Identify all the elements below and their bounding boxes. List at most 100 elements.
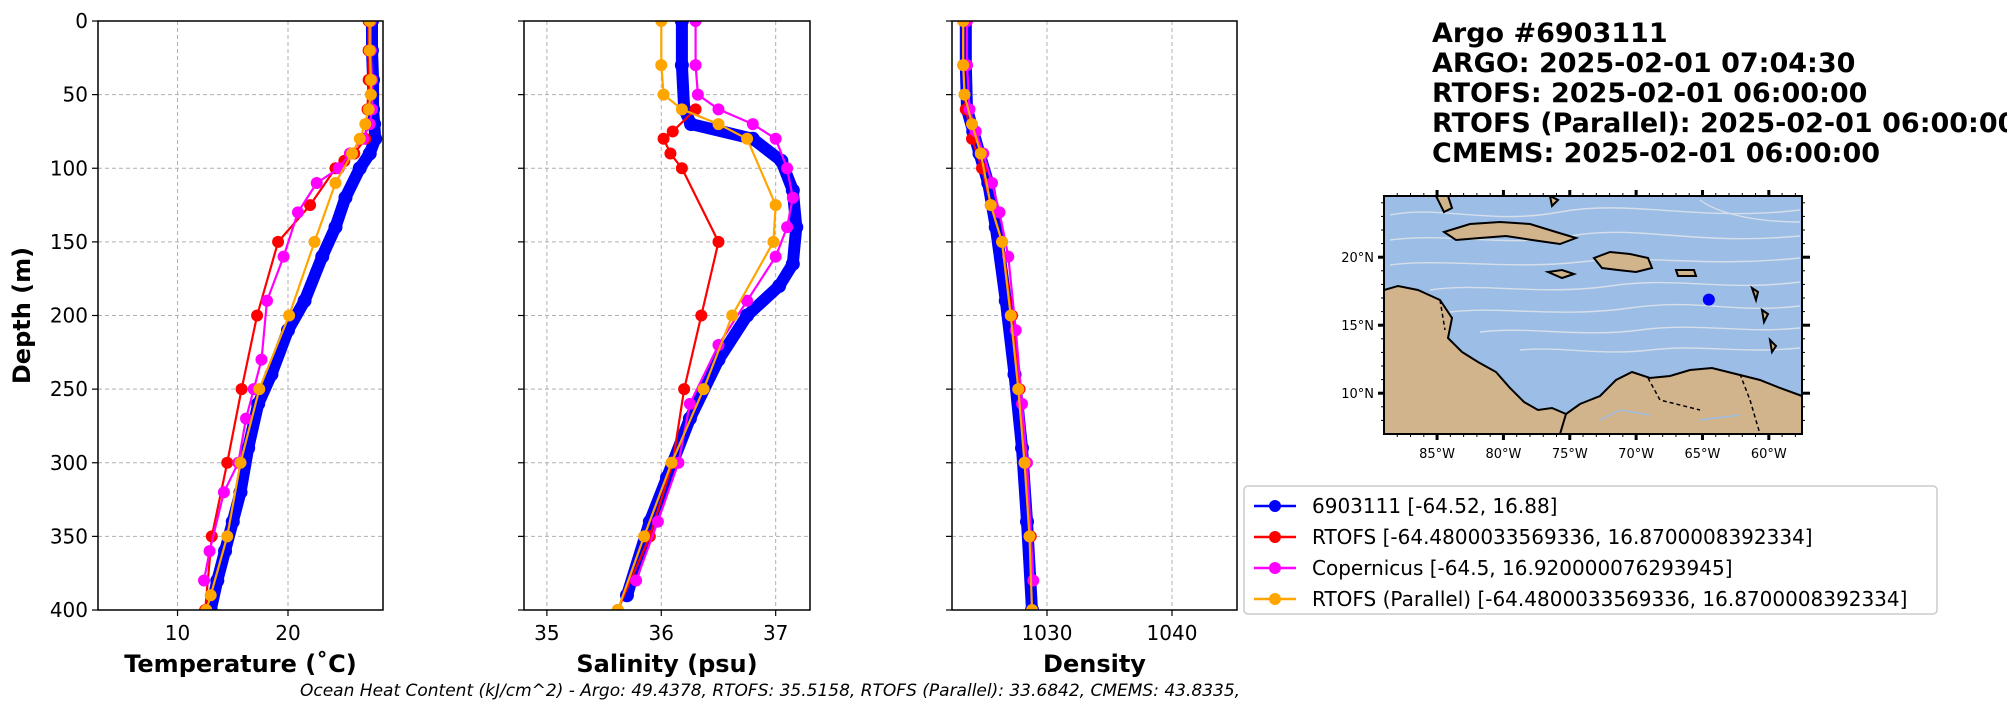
legend-items: 6903111 [-64.52, 16.88] RTOFS [-64.480003… xyxy=(1254,494,1907,611)
salinity-point-argo xyxy=(772,279,787,294)
land-jamaica xyxy=(1544,268,1578,280)
map-frame xyxy=(1383,195,1803,435)
temperature-point-copernicus xyxy=(291,206,304,219)
salinity-point-copernicus xyxy=(712,103,725,116)
density-point-argo xyxy=(1020,514,1034,529)
density-series xyxy=(957,21,1040,610)
temperature-panel: 10 20050100150200250300350400Temperature … xyxy=(8,9,384,678)
map-lon-label: 70°W xyxy=(1618,447,1654,462)
density-point-rtofs-parallel xyxy=(996,235,1008,248)
temperature-point-rtofs-parallel xyxy=(359,118,372,131)
salinity-point-argo xyxy=(740,308,755,323)
float-position-marker xyxy=(1702,293,1715,306)
land-puerto-rico xyxy=(1674,269,1698,277)
density-xtick-label: 1040 xyxy=(1147,621,1198,645)
salinity-point-rtofs xyxy=(664,147,677,160)
density-point-rtofs-parallel xyxy=(958,88,971,101)
salinity-point-copernicus xyxy=(746,118,759,131)
salinity-point-argo xyxy=(674,21,689,28)
map-ticks: 85°W 80°W 75°W 70°W 65°W 60°W 20°N 15°N 10°N xyxy=(1341,190,1810,462)
legend-entry: 6903111 [-64.52, 16.88] xyxy=(1254,494,1557,518)
salinity-point-argo xyxy=(711,352,726,367)
title-block: Argo #6903111 ARGO: 2025-02-01 07:04:30 … xyxy=(1432,18,2007,169)
salinity-point-argo xyxy=(684,117,699,132)
legend-frame xyxy=(1243,485,1938,615)
salinity-point-rtofs-parallel xyxy=(726,309,739,322)
temperature-point-rtofs xyxy=(304,199,317,212)
temperature-point-rtofs xyxy=(221,456,234,469)
temperature-point-copernicus xyxy=(310,176,323,189)
temperature-point-copernicus xyxy=(203,545,216,558)
temperature-ytick-label: 400 xyxy=(50,598,88,622)
temperature-ytick-label: 300 xyxy=(50,451,88,475)
temperature-series xyxy=(198,21,383,610)
salinity-xlabel: Salinity (psu) xyxy=(576,650,757,678)
salinity-xtick-label: 36 xyxy=(649,621,674,645)
salinity-xtick-label: 37 xyxy=(763,621,788,645)
salinity-point-copernicus xyxy=(651,515,664,528)
map-land xyxy=(1384,196,1802,434)
salinity-point-rtofs-parallel xyxy=(638,530,651,543)
salinity-point-rtofs xyxy=(675,162,688,175)
salinity-point-rtofs-parallel xyxy=(767,235,780,248)
temperature-point-copernicus xyxy=(198,574,211,587)
temperature-point-rtofs-parallel xyxy=(200,604,213,610)
ocean-heat-content-footer: Ocean Heat Content (kJ/cm^2) - Argo: 49.… xyxy=(300,681,1240,701)
density-point-rtofs-parallel xyxy=(1023,530,1036,543)
legend-label: RTOFS [-64.4800033569336, 16.87000083923… xyxy=(1312,525,1813,549)
density-point-rtofs-parallel xyxy=(957,21,970,27)
map-lon-label: 65°W xyxy=(1685,447,1721,462)
salinity-point-rtofs-parallel xyxy=(655,21,668,27)
salinity-point-copernicus xyxy=(781,162,794,175)
salinity-point-copernicus xyxy=(691,88,704,101)
legend-entry: Copernicus [-64.5, 16.920000076293945] xyxy=(1254,556,1733,580)
salinity-point-rtofs xyxy=(689,103,702,116)
salinity-point-rtofs xyxy=(678,383,691,396)
temperature-point-copernicus xyxy=(217,486,230,499)
temperature-ytick-label: 250 xyxy=(50,377,88,401)
temperature-line-rtofs-parallel xyxy=(205,21,372,610)
salinity-point-argo xyxy=(674,58,689,73)
map-lon-label: 80°W xyxy=(1485,447,1521,462)
salinity-point-rtofs-parallel xyxy=(665,456,678,469)
salinity-point-copernicus xyxy=(683,397,696,410)
temperature-point-rtofs-parallel xyxy=(346,147,359,160)
salinity-point-rtofs xyxy=(695,309,708,322)
salinity-point-copernicus xyxy=(630,574,643,587)
temperature-point-argo xyxy=(362,146,377,161)
temperature-point-argo xyxy=(368,131,383,146)
temperature-xtick-label: 20 xyxy=(275,621,300,645)
salinity-point-argo xyxy=(789,220,804,235)
temperature-point-rtofs xyxy=(251,309,264,322)
salinity-point-rtofs-parallel xyxy=(741,132,754,145)
temperature-ytick-label: 50 xyxy=(63,83,88,107)
density-line-copernicus xyxy=(965,21,1035,582)
density-point-copernicus xyxy=(1027,574,1040,587)
legend-swatch-marker xyxy=(1269,500,1281,512)
legend-label: RTOFS (Parallel) [-64.4800033569336, 16.… xyxy=(1312,587,1907,611)
temperature-point-argo xyxy=(328,220,343,235)
map-lon-label: 60°W xyxy=(1751,447,1787,462)
temperature-point-rtofs-parallel xyxy=(308,235,321,248)
temperature-point-copernicus xyxy=(240,412,253,425)
legend-label: Copernicus [-64.5, 16.920000076293945] xyxy=(1312,556,1733,580)
density-point-rtofs-parallel xyxy=(1004,309,1017,322)
density-point-copernicus xyxy=(1002,250,1015,263)
temperature-ytick-label: 100 xyxy=(50,156,88,180)
title-line-rtofs-time: RTOFS: 2025-02-01 06:00:00 xyxy=(1432,78,1867,109)
legend-entry: RTOFS (Parallel) [-64.4800033569336, 16.… xyxy=(1254,587,1907,611)
salinity-point-rtofs-parallel xyxy=(769,199,782,212)
legend-swatch-marker xyxy=(1269,593,1281,605)
salinity-series xyxy=(611,21,804,610)
map-borders xyxy=(1439,299,1761,434)
salinity-point-argo xyxy=(785,256,800,271)
salinity-point-copernicus xyxy=(689,59,702,72)
temperature-point-copernicus xyxy=(255,353,268,366)
land-lesser-antilles xyxy=(1750,285,1778,355)
land-cuba xyxy=(1441,220,1580,246)
location-map: 85°W 80°W 75°W 70°W 65°W 60°W 20°N 15°N 10°N xyxy=(1341,190,1810,462)
temperature-point-rtofs-parallel xyxy=(364,73,377,86)
density-point-rtofs-parallel xyxy=(1018,456,1031,469)
map-lon-label: 75°W xyxy=(1552,447,1588,462)
